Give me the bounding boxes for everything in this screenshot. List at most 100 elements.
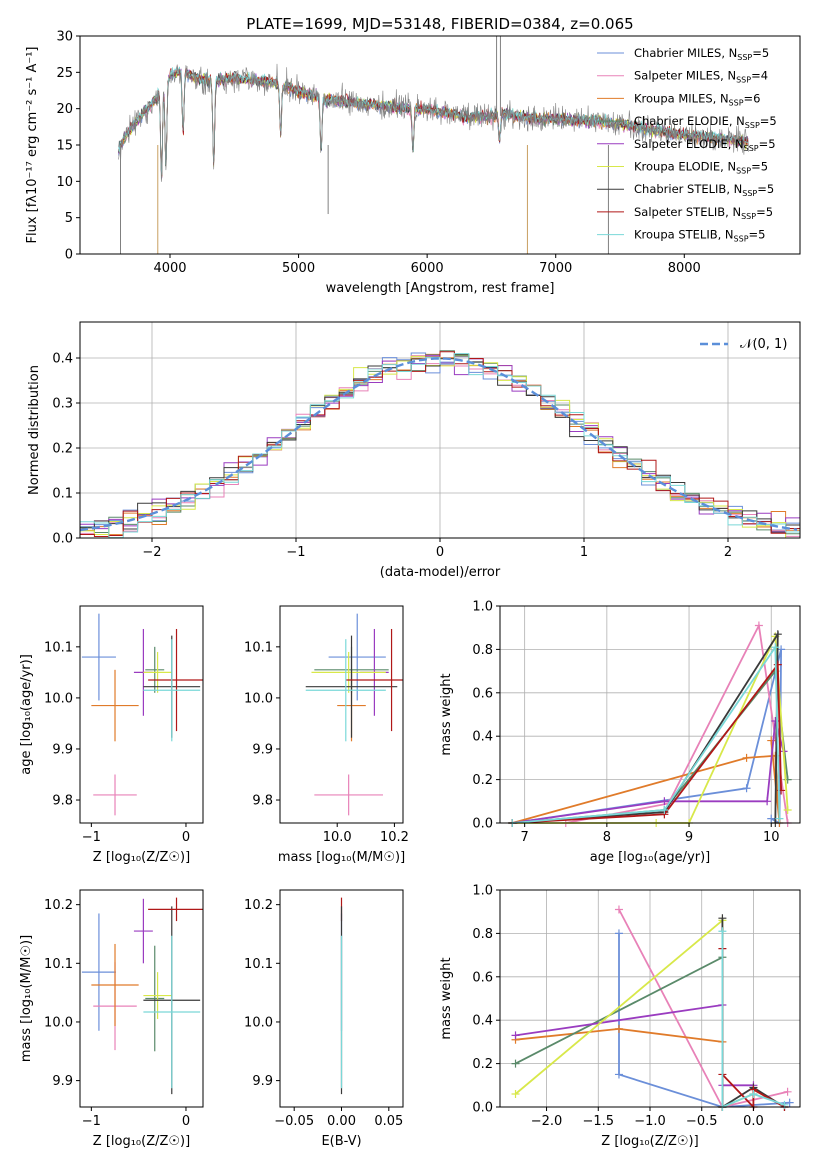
errorbar-point: [148, 897, 203, 922]
weight-point-marker: [783, 1087, 792, 1096]
legend-label: Salpeter MILES, NSSP=4: [634, 69, 768, 85]
legend-label-sub: SSP: [736, 167, 751, 176]
weight-point-marker: [742, 753, 751, 762]
axes-frame: [79, 605, 204, 824]
x-tick-label: 10: [763, 830, 780, 845]
weight-point-marker: [614, 1024, 623, 1033]
y-tick-label: 0.0: [472, 817, 493, 832]
axes-frame: [279, 605, 404, 824]
y-tick-label: 10.1: [244, 640, 273, 655]
mass-weight-vs-metallicity-panel: −2.0 −1.5 −1.0 −0.5 0.0 0.0 0.2 0.4 0.6 0.8 1.0 Z […: [439, 884, 801, 1149]
errorbar-point: [148, 628, 203, 732]
x-tick-label: −1: [286, 545, 305, 560]
x-tick-label: 0: [182, 830, 190, 845]
x-tick-label: −1: [82, 1114, 101, 1129]
errorbar-point: [345, 628, 403, 732]
y-tick-label: 0.1: [52, 487, 73, 502]
legend-label-name: Chabrier ELODIE, N: [634, 114, 745, 128]
y-axis-label: age [log₁₀(age/yr)]: [19, 654, 34, 775]
age-vs-mass-panel: 10.0 10.2 9.8 9.9 10.0 10.1 mass [log₁₀(M/M☉)]: [244, 605, 409, 865]
x-tick-label: 8000: [668, 261, 701, 276]
y-axis-label: mass [log₁₀(M/M☉)]: [19, 935, 34, 1062]
y-tick-label: 10.0: [244, 691, 273, 706]
x-axis-label: Z [log₁₀(Z/Z☉)]: [93, 1134, 190, 1149]
weight-series: [561, 621, 792, 827]
weight-point-marker: [763, 797, 772, 806]
errorbar-point: [311, 651, 386, 693]
legend-label-count: =5: [749, 228, 766, 242]
legend-label: Chabrier ELODIE, NSSP=5: [634, 114, 777, 130]
y-tick-label: 9.9: [252, 742, 273, 757]
y-axis-label: mass weight: [439, 673, 454, 755]
weight-point-marker: [742, 784, 751, 793]
y-tick-label: 10.0: [244, 1015, 273, 1030]
errorbar-point: [328, 613, 386, 701]
weight-series-line: [512, 668, 789, 824]
plot-area: [81, 897, 203, 1095]
x-tick-label: 10.0: [323, 830, 352, 845]
weight-series-line: [512, 636, 789, 824]
x-tick-label: 7000: [539, 261, 572, 276]
legend-label-sub: SSP: [736, 76, 751, 85]
legend-label-name: Salpeter ELODIE, N: [634, 137, 744, 151]
y-axis-label: mass weight: [439, 957, 454, 1039]
legend-label-name: Salpeter MILES, N: [634, 69, 736, 83]
errorbar-point: [91, 943, 139, 1027]
errorbar-point: [305, 635, 398, 738]
y-tick-label: 0.2: [472, 773, 493, 788]
weight-point-marker: [511, 1089, 520, 1098]
weight-series-line: [512, 644, 781, 824]
weight-point-marker: [660, 805, 669, 814]
legend-label-sub: SSP: [744, 144, 759, 153]
y-tick-label: 9.9: [252, 1074, 273, 1089]
weight-series-line: [512, 662, 782, 824]
weight-point-marker: [614, 905, 623, 914]
legend-label-sub: SSP: [729, 98, 744, 107]
x-tick-label: 0.00: [327, 1114, 356, 1129]
weight-series-line: [512, 631, 779, 824]
errorbar-point: [143, 935, 201, 1089]
x-axis-label: mass [log₁₀(M/M☉)]: [278, 850, 405, 865]
legend-label: Chabrier STELIB, NSSP=5: [634, 182, 774, 198]
errorbar-point: [91, 669, 139, 742]
y-tick-label: 0.3: [52, 397, 73, 412]
y-tick-label: 0.8: [472, 927, 493, 942]
errorbar-point: [145, 646, 165, 693]
figure-title: PLATE=1699, MJD=53148, FIBERID=0384, z=0…: [246, 15, 633, 33]
legend-label-count: =5: [760, 114, 777, 128]
weight-series: [508, 717, 788, 827]
observed-spectrum-line: [118, 63, 749, 182]
errorbar-point: [81, 613, 116, 701]
x-tick-label: −2.0: [531, 1114, 563, 1129]
x-tick-label: −0.05: [274, 1114, 314, 1129]
y-axis-label: Flux [fλ10⁻¹⁷ erg cm⁻² s⁻¹ A⁻¹]: [25, 47, 40, 244]
weight-series: [511, 1001, 758, 1090]
x-tick-label: −1.5: [582, 1114, 614, 1129]
legend-label-sub: SSP: [745, 121, 760, 130]
weight-point-marker: [783, 805, 792, 814]
x-tick-label: −1.0: [634, 1114, 666, 1129]
y-tick-label: 0.4: [472, 1014, 493, 1029]
weight-point-marker: [511, 1059, 520, 1068]
legend-label-count: =4: [751, 69, 768, 83]
weight-point-marker: [749, 1089, 758, 1098]
errorbar-point: [81, 913, 116, 1031]
y-tick-label: 0.2: [472, 1057, 493, 1072]
x-tick-label: 4000: [153, 261, 186, 276]
legend-label-sub: SSP: [737, 53, 752, 62]
x-tick-label: 0: [436, 545, 444, 560]
weight-series-line: [618, 933, 790, 1108]
legend-label-name: Chabrier MILES, N: [634, 46, 737, 60]
y-tick-label: 10.0: [44, 1015, 73, 1030]
y-tick-label: 9.9: [52, 742, 73, 757]
legend-label-count: =5: [759, 137, 776, 151]
y-tick-label: 1.0: [472, 884, 493, 899]
x-tick-label: 7: [521, 830, 529, 845]
x-tick-label: 0: [182, 1114, 190, 1129]
legend-label-sub: SSP: [741, 212, 756, 221]
x-tick-label: 1: [580, 545, 588, 560]
y-tick-label: 9.8: [52, 794, 73, 809]
weight-point-marker: [775, 814, 784, 823]
x-tick-label: 6000: [411, 261, 444, 276]
